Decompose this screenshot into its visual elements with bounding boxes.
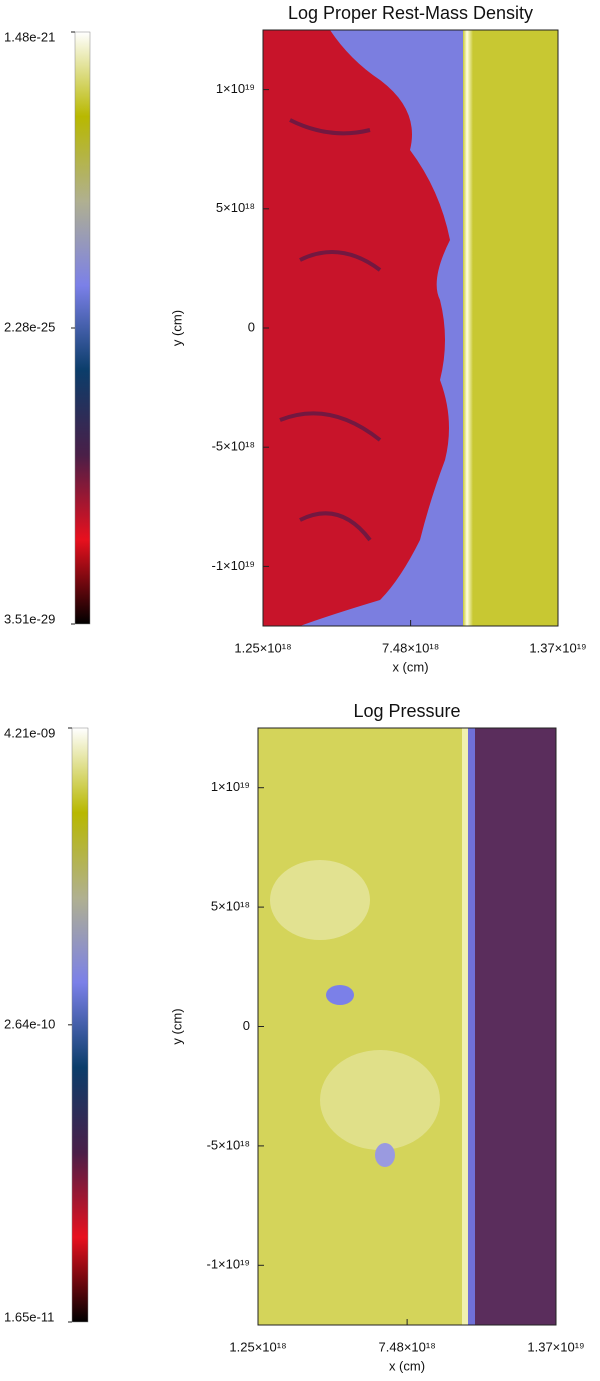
- colorbar: [74, 31, 91, 625]
- y-tick-label: 5×10¹⁸: [216, 200, 255, 215]
- x-tick-label: 1.37×10¹⁹: [527, 1339, 584, 1354]
- y-tick-label: -5×10¹⁸: [212, 439, 255, 454]
- colorbar-tick-label: 1.48e-21: [4, 29, 55, 44]
- colorbar-tick-label: 4.21e-09: [4, 725, 55, 740]
- x-axis-label: x (cm): [389, 1358, 425, 1373]
- chart-title: Log Proper Rest-Mass Density: [288, 3, 533, 23]
- colorbar-tick-label: 1.65e-11: [4, 1309, 54, 1324]
- chart-title: Log Pressure: [353, 701, 460, 721]
- x-tick-label: 7.48×10¹⁸: [382, 640, 439, 655]
- y-tick-label: 5×10¹⁸: [211, 899, 250, 914]
- y-axis-label: y (cm): [169, 1008, 184, 1044]
- y-tick-label: -1×10¹⁹: [211, 558, 255, 573]
- y-tick-label: 1×10¹⁹: [216, 81, 255, 96]
- colorbar-tick-label: 2.28e-25: [4, 319, 55, 334]
- x-tick-label: 7.48×10¹⁸: [379, 1339, 436, 1354]
- x-tick-label: 1.25×10¹⁸: [234, 640, 291, 655]
- x-axis-label: x (cm): [392, 659, 428, 674]
- y-tick-label: 1×10¹⁹: [211, 779, 250, 794]
- x-tick-label: 1.37×10¹⁹: [529, 640, 586, 655]
- y-tick-label: -5×10¹⁸: [207, 1137, 250, 1152]
- colorbar: [71, 727, 89, 1323]
- x-tick-label: 1.25×10¹⁸: [229, 1339, 286, 1354]
- density-field: [263, 30, 558, 626]
- y-tick-label: 0: [248, 319, 255, 334]
- y-tick-label: 0: [243, 1018, 250, 1033]
- pressure-field: [258, 728, 556, 1325]
- colorbar-tick-label: 3.51e-29: [4, 611, 55, 626]
- y-tick-label: -1×10¹⁹: [206, 1257, 250, 1272]
- y-axis-label: y (cm): [169, 310, 184, 346]
- colorbar-tick-label: 2.64e-10: [4, 1016, 55, 1031]
